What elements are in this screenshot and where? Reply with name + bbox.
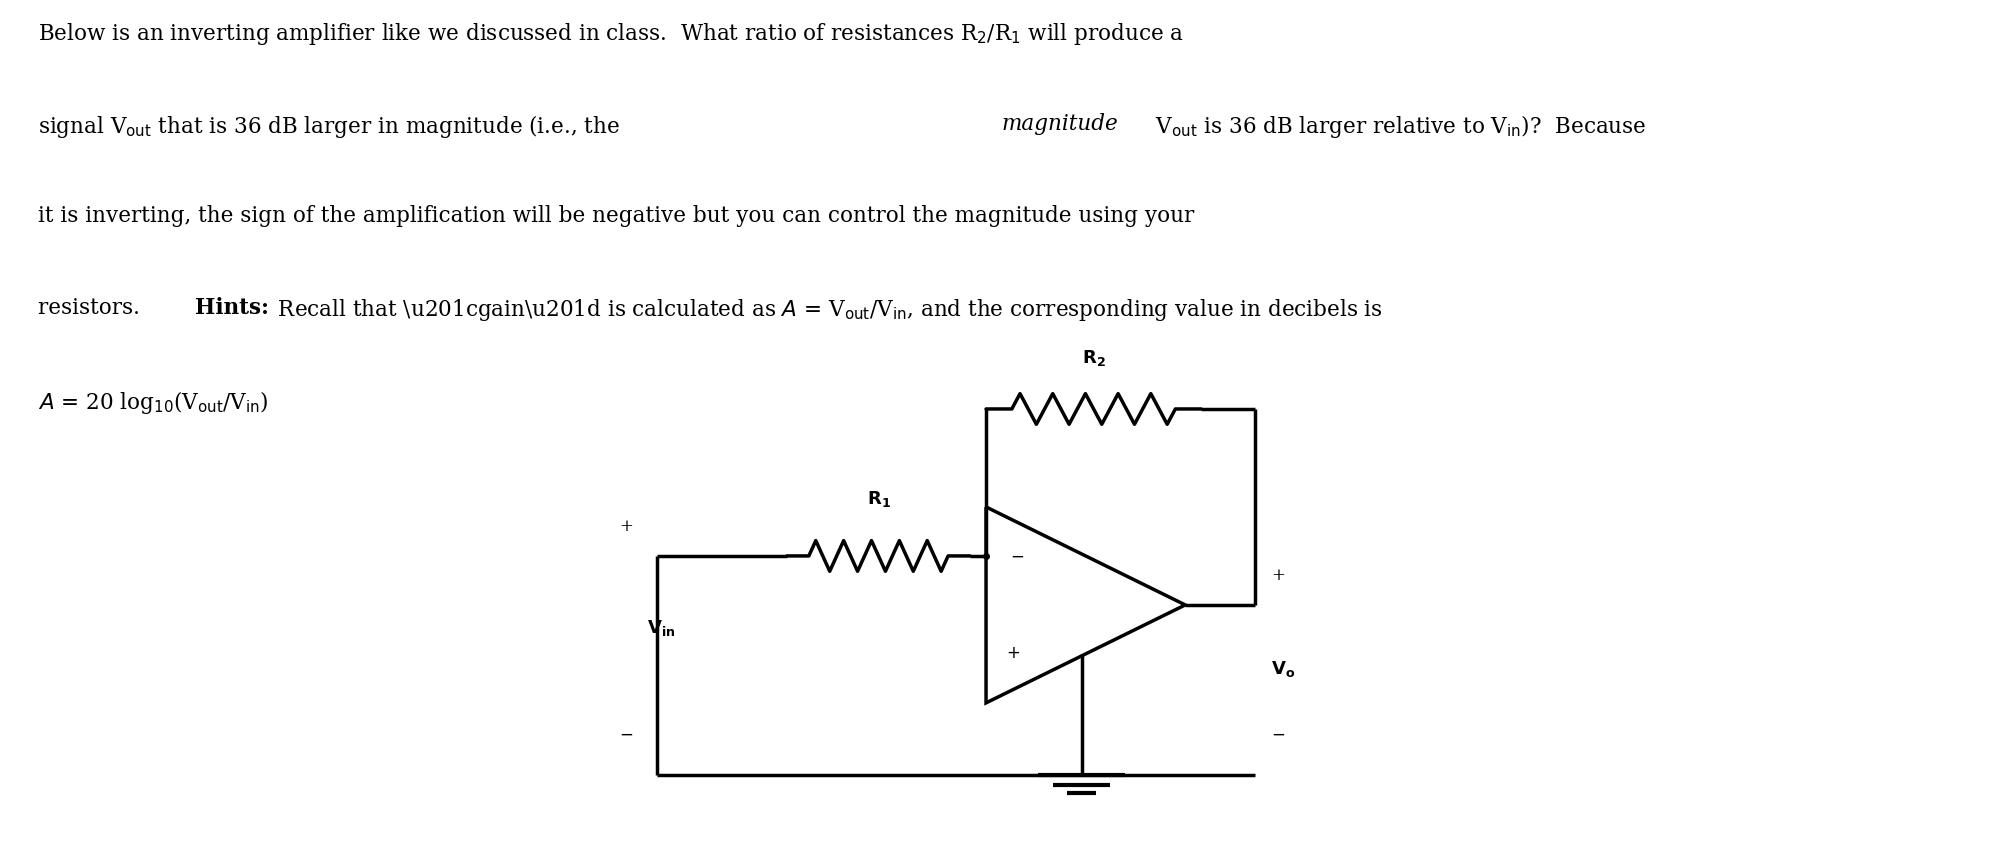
Text: +: +: [620, 518, 633, 535]
Text: +: +: [1271, 567, 1285, 584]
Text: $\mathbf{R_1}$: $\mathbf{R_1}$: [867, 489, 890, 509]
Text: $\mathbf{V_{in}}$: $\mathbf{V_{in}}$: [647, 619, 675, 638]
Text: signal V$_\mathrm{out}$ that is 36 dB larger in magnitude (i.e., the: signal V$_\mathrm{out}$ that is 36 dB la…: [38, 113, 622, 141]
Text: Below is an inverting amplifier like we discussed in class.  What ratio of resis: Below is an inverting amplifier like we …: [38, 21, 1183, 48]
Text: Hints:: Hints:: [195, 297, 269, 320]
Text: resistors.: resistors.: [38, 297, 153, 320]
Text: $-$: $-$: [1010, 548, 1024, 564]
Text: $+$: $+$: [1006, 646, 1020, 662]
Text: Recall that \u201cgain\u201d is calculated as $A$ = V$_\mathrm{out}$/V$_\mathrm{: Recall that \u201cgain\u201d is calculat…: [271, 297, 1382, 324]
Text: $-$: $-$: [620, 726, 633, 743]
Text: $A$ = 20 log$_{10}$(V$_\mathrm{out}$/V$_\mathrm{in}$): $A$ = 20 log$_{10}$(V$_\mathrm{out}$/V$_…: [38, 389, 269, 417]
Text: V$_\mathrm{out}$ is 36 dB larger relative to V$_\mathrm{in}$)?  Because: V$_\mathrm{out}$ is 36 dB larger relativ…: [1149, 113, 1647, 141]
Text: $-$: $-$: [1271, 726, 1285, 743]
Text: $\mathbf{R_2}$: $\mathbf{R_2}$: [1082, 348, 1106, 368]
Text: magnitude: magnitude: [1002, 113, 1120, 135]
Text: it is inverting, the sign of the amplification will be negative but you can cont: it is inverting, the sign of the amplifi…: [38, 205, 1193, 227]
Text: $\mathbf{V_o}$: $\mathbf{V_o}$: [1271, 659, 1295, 679]
